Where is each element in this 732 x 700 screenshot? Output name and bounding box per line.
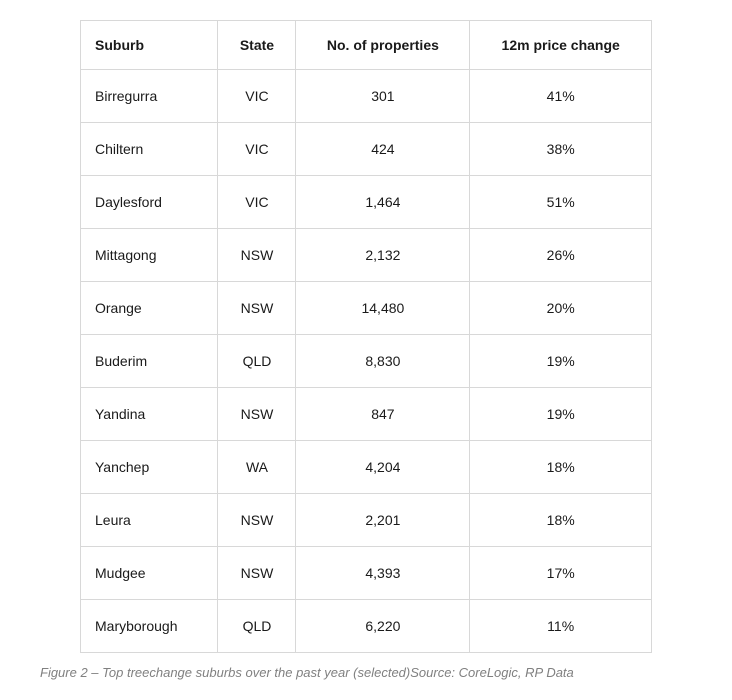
cell-properties: 4,204 xyxy=(296,441,470,494)
cell-properties: 424 xyxy=(296,123,470,176)
cell-state: QLD xyxy=(218,600,296,653)
cell-properties: 847 xyxy=(296,388,470,441)
table-row: MaryboroughQLD6,22011% xyxy=(81,600,652,653)
table-row: MittagongNSW2,13226% xyxy=(81,229,652,282)
cell-suburb: Leura xyxy=(81,494,218,547)
cell-properties: 8,830 xyxy=(296,335,470,388)
header-row: Suburb State No. of properties 12m price… xyxy=(81,21,652,70)
cell-properties: 4,393 xyxy=(296,547,470,600)
cell-change: 11% xyxy=(470,600,652,653)
cell-state: NSW xyxy=(218,229,296,282)
figure-caption: Figure 2 – Top treechange suburbs over t… xyxy=(40,665,692,680)
cell-properties: 2,132 xyxy=(296,229,470,282)
table-body: BirregurraVIC30141%ChilternVIC42438%Dayl… xyxy=(81,70,652,653)
cell-state: NSW xyxy=(218,388,296,441)
col-header-state: State xyxy=(218,21,296,70)
col-header-properties: No. of properties xyxy=(296,21,470,70)
suburb-table-container: Suburb State No. of properties 12m price… xyxy=(40,20,692,653)
table-row: ChilternVIC42438% xyxy=(81,123,652,176)
table-row: BuderimQLD8,83019% xyxy=(81,335,652,388)
table-header: Suburb State No. of properties 12m price… xyxy=(81,21,652,70)
cell-state: VIC xyxy=(218,70,296,123)
table-row: LeuraNSW2,20118% xyxy=(81,494,652,547)
table-row: MudgeeNSW4,39317% xyxy=(81,547,652,600)
cell-change: 18% xyxy=(470,494,652,547)
cell-suburb: Orange xyxy=(81,282,218,335)
cell-properties: 14,480 xyxy=(296,282,470,335)
table-row: BirregurraVIC30141% xyxy=(81,70,652,123)
cell-state: NSW xyxy=(218,494,296,547)
cell-suburb: Mudgee xyxy=(81,547,218,600)
suburb-table: Suburb State No. of properties 12m price… xyxy=(80,20,652,653)
cell-change: 18% xyxy=(470,441,652,494)
col-header-suburb: Suburb xyxy=(81,21,218,70)
cell-change: 41% xyxy=(470,70,652,123)
table-row: YanchepWA4,20418% xyxy=(81,441,652,494)
cell-change: 19% xyxy=(470,388,652,441)
cell-properties: 1,464 xyxy=(296,176,470,229)
table-row: YandinaNSW84719% xyxy=(81,388,652,441)
cell-properties: 301 xyxy=(296,70,470,123)
cell-state: NSW xyxy=(218,547,296,600)
cell-change: 19% xyxy=(470,335,652,388)
cell-properties: 6,220 xyxy=(296,600,470,653)
cell-suburb: Yanchep xyxy=(81,441,218,494)
cell-change: 17% xyxy=(470,547,652,600)
cell-suburb: Chiltern xyxy=(81,123,218,176)
cell-suburb: Yandina xyxy=(81,388,218,441)
cell-change: 38% xyxy=(470,123,652,176)
cell-state: QLD xyxy=(218,335,296,388)
cell-suburb: Daylesford xyxy=(81,176,218,229)
cell-suburb: Birregurra xyxy=(81,70,218,123)
cell-state: VIC xyxy=(218,123,296,176)
cell-change: 51% xyxy=(470,176,652,229)
cell-change: 20% xyxy=(470,282,652,335)
cell-state: WA xyxy=(218,441,296,494)
col-header-change: 12m price change xyxy=(470,21,652,70)
cell-suburb: Maryborough xyxy=(81,600,218,653)
cell-suburb: Mittagong xyxy=(81,229,218,282)
cell-properties: 2,201 xyxy=(296,494,470,547)
cell-state: VIC xyxy=(218,176,296,229)
table-row: OrangeNSW14,48020% xyxy=(81,282,652,335)
table-row: DaylesfordVIC1,46451% xyxy=(81,176,652,229)
cell-state: NSW xyxy=(218,282,296,335)
cell-change: 26% xyxy=(470,229,652,282)
cell-suburb: Buderim xyxy=(81,335,218,388)
